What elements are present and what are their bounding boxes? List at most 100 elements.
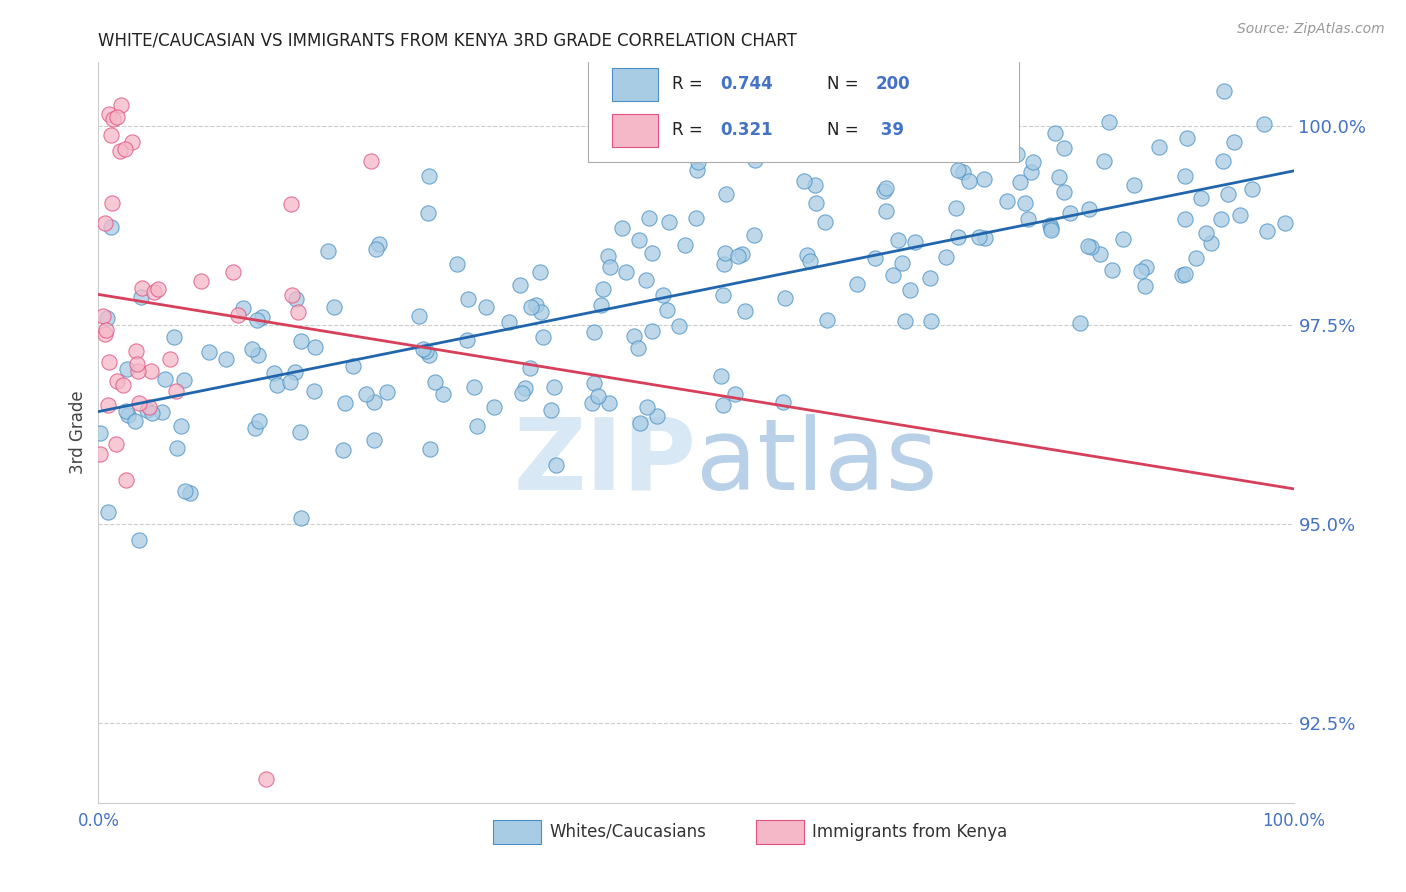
Point — [524, 298, 547, 312]
Point — [1022, 155, 1045, 169]
Point — [375, 385, 398, 400]
Point — [465, 419, 488, 434]
Point — [1017, 212, 1039, 227]
Point — [141, 406, 163, 420]
Point — [945, 201, 967, 215]
Point — [142, 285, 165, 299]
Point — [668, 318, 690, 333]
Point — [302, 384, 325, 399]
Point — [544, 458, 567, 472]
Point — [129, 290, 152, 304]
Point — [240, 342, 263, 356]
Point — [592, 282, 614, 296]
Point — [772, 395, 794, 409]
Point — [281, 288, 304, 302]
Point — [1092, 154, 1115, 169]
Point — [97, 107, 120, 121]
Point — [875, 204, 897, 219]
Point — [105, 110, 128, 124]
Text: R =: R = — [672, 75, 709, 94]
Point — [254, 772, 277, 786]
Point — [1147, 140, 1170, 154]
Point — [519, 300, 541, 314]
Text: 0.0%: 0.0% — [77, 813, 120, 830]
Point — [638, 211, 661, 225]
Point — [891, 256, 914, 270]
Point — [124, 414, 146, 428]
Point — [530, 305, 553, 319]
Point — [432, 386, 454, 401]
Point — [647, 409, 669, 423]
Point — [533, 330, 555, 344]
Point — [418, 348, 440, 362]
Point — [641, 245, 664, 260]
Point — [742, 227, 765, 242]
Point — [793, 174, 815, 188]
Point — [166, 442, 188, 456]
Point — [1080, 240, 1102, 254]
Point — [179, 486, 201, 500]
Point — [127, 364, 149, 378]
Point — [332, 442, 354, 457]
Point — [627, 233, 650, 247]
Point — [101, 112, 124, 126]
Point — [1005, 147, 1028, 161]
Point — [583, 376, 606, 390]
Point — [509, 277, 531, 292]
Point — [628, 416, 651, 430]
Point — [1039, 223, 1062, 237]
Point — [128, 533, 150, 547]
Point — [1039, 218, 1062, 232]
Point — [1174, 169, 1197, 183]
Point — [263, 366, 285, 380]
Point — [139, 364, 162, 378]
Point — [1213, 84, 1236, 98]
Point — [136, 402, 159, 417]
Point — [626, 342, 648, 356]
Point — [596, 249, 619, 263]
Point — [1189, 191, 1212, 205]
Point — [529, 265, 551, 279]
Point — [114, 142, 136, 156]
Point — [727, 249, 749, 263]
Point — [100, 128, 122, 143]
Point — [1274, 216, 1296, 230]
Point — [1175, 131, 1198, 145]
Text: 39: 39 — [875, 120, 904, 138]
Point — [775, 291, 797, 305]
Point — [636, 273, 658, 287]
Point — [165, 384, 187, 398]
Point — [711, 398, 734, 412]
Point — [957, 174, 980, 188]
Point — [714, 187, 737, 202]
Point — [586, 388, 609, 402]
Point — [1077, 202, 1099, 216]
Point — [412, 342, 434, 356]
Point — [1135, 260, 1157, 274]
Point — [515, 381, 537, 395]
Point — [115, 473, 138, 487]
Point — [446, 257, 468, 271]
Point — [1014, 196, 1036, 211]
Point — [1098, 115, 1121, 129]
Point — [583, 326, 606, 340]
Point — [935, 250, 957, 264]
Point — [1256, 224, 1278, 238]
Point — [94, 326, 117, 341]
Point — [903, 235, 925, 249]
Point — [636, 400, 658, 414]
Point — [1133, 279, 1156, 293]
Point — [221, 265, 243, 279]
Point — [408, 309, 430, 323]
Point — [658, 215, 681, 229]
Point — [498, 315, 520, 329]
Point — [686, 163, 709, 178]
Point — [1047, 170, 1070, 185]
Point — [246, 348, 269, 362]
Point — [323, 301, 346, 315]
Point — [1019, 165, 1042, 179]
Point — [318, 244, 340, 259]
Point — [246, 313, 269, 327]
Point — [363, 395, 385, 409]
Point — [1053, 141, 1076, 155]
